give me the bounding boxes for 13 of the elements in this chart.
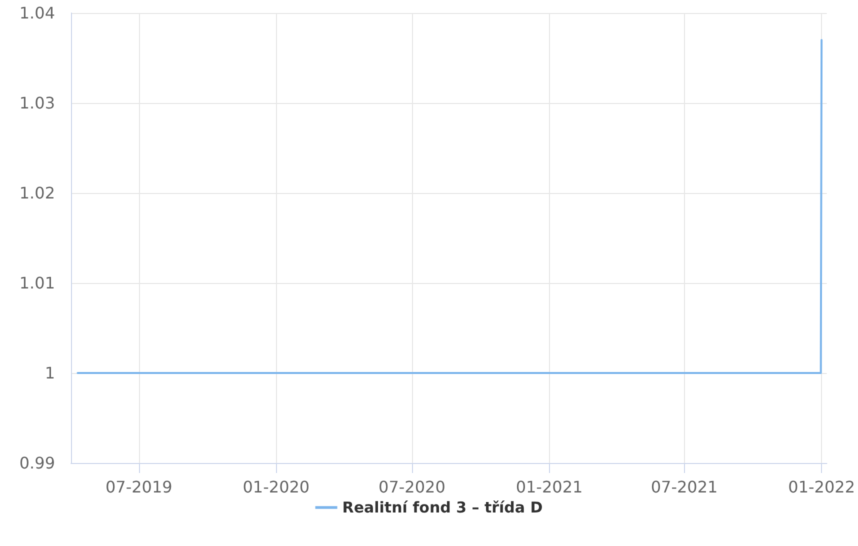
y-tick-label: 1.02 <box>19 184 55 202</box>
x-tick-label: 07-2019 <box>105 478 172 496</box>
y-tick-label: 1 <box>44 364 55 382</box>
x-tick-label: 01-2021 <box>516 478 583 496</box>
y-tick-label: 1.01 <box>19 274 55 292</box>
x-tick-label: 07-2020 <box>378 478 446 496</box>
y-tick-label: 1.04 <box>19 4 55 22</box>
y-tick-label: 0.99 <box>19 454 55 472</box>
x-tick-label: 07-2021 <box>650 478 718 496</box>
x-tick-label: 01-2020 <box>242 478 310 496</box>
y-tick-label: 1.03 <box>19 94 55 112</box>
legend-label: Realitní fond 3 – třída D <box>342 498 543 516</box>
x-tick-label: 01-2022 <box>788 478 856 496</box>
